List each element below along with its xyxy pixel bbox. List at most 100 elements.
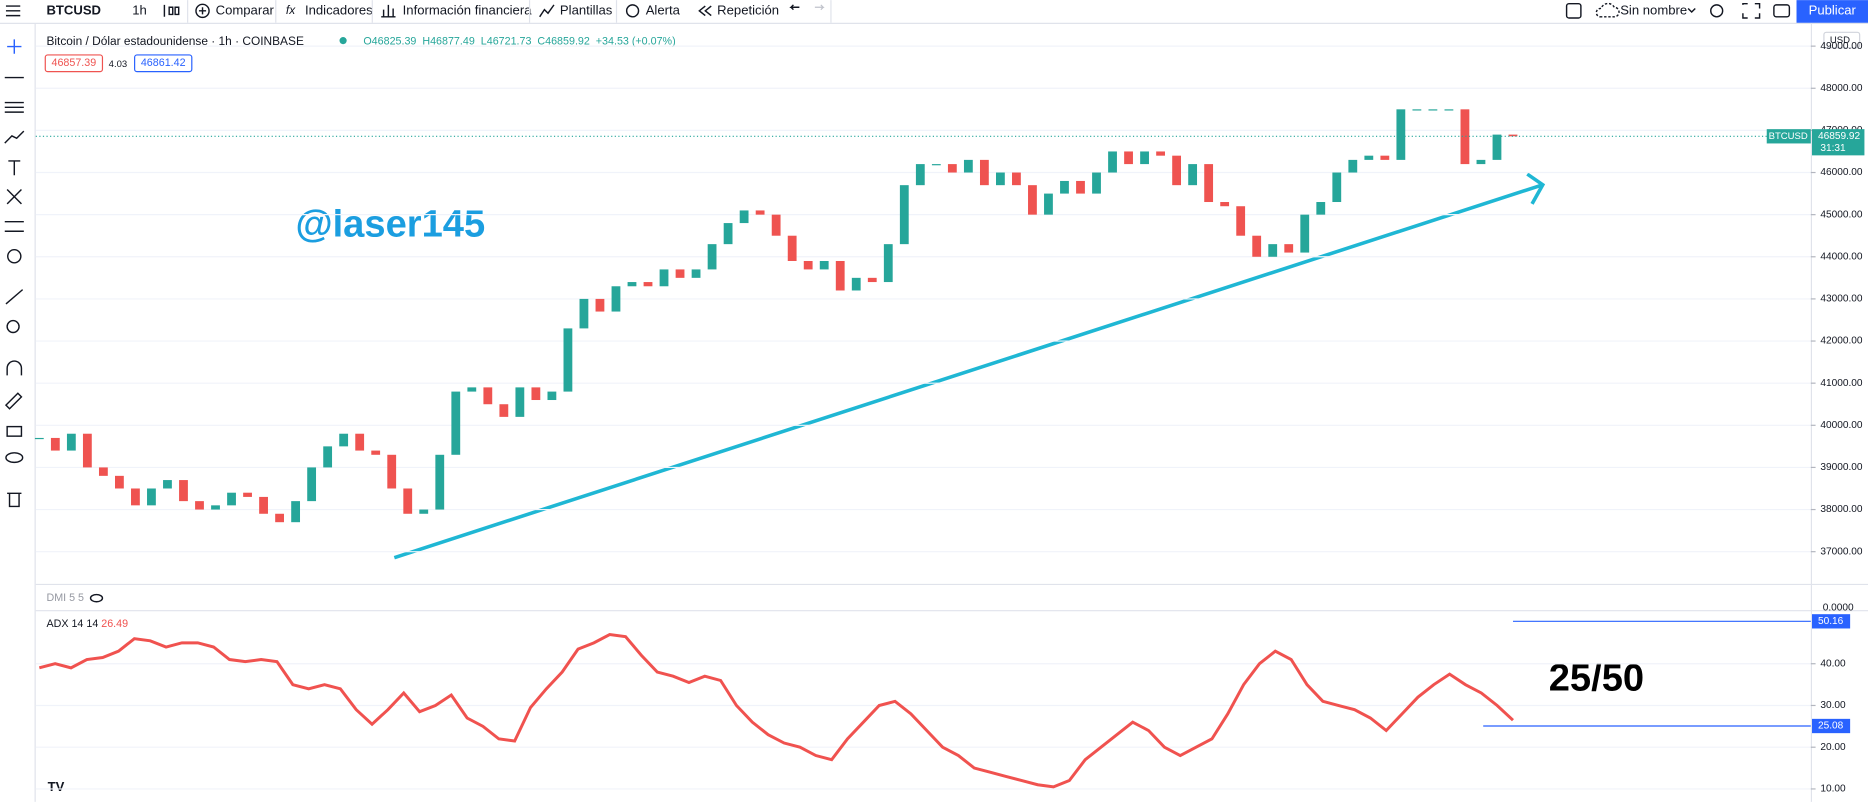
chart-type-icon[interactable] [163,4,180,17]
candle-body [1268,244,1278,257]
alert-icon[interactable] [625,4,640,18]
y-tick-label: 37000.00 [1820,546,1863,557]
compare-icon[interactable] [195,3,210,19]
lock-tool[interactable] [6,425,23,437]
delete-tool[interactable] [7,492,22,508]
settings-icon[interactable] [1710,4,1724,18]
publish-button[interactable]: Publicar [1809,2,1857,17]
indicators-button[interactable]: Indicadores [305,2,373,17]
candle-body [1428,109,1438,111]
logo-mark: TV [48,779,65,794]
candle-body [114,475,124,489]
icons-tool[interactable] [7,248,22,264]
ohlc-value: H46877.49 [422,36,474,48]
candle-body [50,437,60,451]
y-tick-label: 49000.00 [1820,41,1863,52]
candle-body [579,298,589,329]
candle-body [771,214,781,236]
menu-icon[interactable] [5,5,21,17]
compare-button[interactable]: Comparar [216,2,275,17]
candle-body [723,223,733,245]
level-tag: 25.08 [1818,721,1844,732]
countdown: 31:31 [1820,143,1846,154]
chart-title: Bitcoin / Dólar estadounidense · 1h · CO… [46,34,303,48]
candle-body [563,328,573,392]
candle-body [851,277,861,291]
layout-icon[interactable] [1565,2,1582,19]
draw-mode[interactable] [4,392,23,410]
indicators-icon[interactable]: fx [286,3,296,17]
y-tick-label: 44000.00 [1820,251,1863,262]
prediction-tool[interactable] [4,220,24,232]
candle-body [1252,235,1262,257]
alert-button[interactable]: Alerta [646,2,681,17]
fullscreen-icon[interactable] [1742,2,1761,19]
candle-body [259,496,268,514]
candle-body [451,391,461,455]
hide-tool[interactable] [5,452,24,464]
candle-body [611,286,621,312]
ask-box [134,54,193,73]
spread: 4.03 [109,59,128,70]
templates-icon[interactable] [539,4,555,18]
candle-body [659,269,669,287]
ruler-tool[interactable] [5,289,24,305]
financial-icon[interactable] [381,4,396,18]
dropdown[interactable] [1687,7,1696,14]
undo[interactable] [789,4,800,11]
candle-body [1204,164,1214,203]
replay-button[interactable]: Repetición [717,2,779,17]
replay-icon[interactable] [698,5,712,17]
adx-line [38,632,1514,789]
layout-name[interactable]: Sin nombre [1620,2,1687,17]
annotation: 25/50 [1549,656,1644,699]
templates-button[interactable]: Plantillas [560,2,613,17]
magnet-tool[interactable] [6,360,23,376]
candle-body [1188,164,1198,186]
redo[interactable] [814,4,825,11]
dmi-axis-label: 0.0000 [1823,602,1854,613]
candle-body [899,185,909,245]
candle-body [1076,180,1085,194]
candle-body [211,505,220,510]
candle-body [179,480,188,502]
candle-body [739,210,749,224]
cloud-icon[interactable] [1595,2,1620,18]
price-tag-bg [1812,129,1865,156]
candle-body [227,492,236,506]
snapshot-icon[interactable] [1773,4,1791,18]
candle-body [931,164,941,166]
text-tool[interactable] [8,160,21,176]
candle-body [66,433,76,451]
candle-body [515,387,525,417]
ohlc-value: C46859.92 [537,36,589,48]
publish-bg[interactable] [1796,0,1868,23]
candle-body [595,298,605,312]
candle-body [1476,159,1486,165]
candle-body [499,404,509,417]
hide-indicator[interactable] [89,593,104,603]
left-toolbar [4,39,25,508]
interval[interactable]: 1h [132,2,147,17]
brush-tool[interactable] [4,130,25,144]
currency[interactable]: USD [1830,35,1850,46]
candle-body [1028,185,1037,215]
y-tick-label: 43000.00 [1820,294,1863,305]
candle-body [1092,172,1101,194]
zoom-tool[interactable] [6,319,20,334]
crosshair-tool[interactable] [7,39,22,54]
candle-body [547,391,557,401]
symbol[interactable]: BTCUSD [46,2,101,17]
fib-tool[interactable] [4,101,24,113]
candle-body [1300,214,1310,253]
candle-body [707,244,717,270]
level-tag-bg [1812,614,1851,629]
currency-box[interactable] [1823,31,1861,49]
market-status [339,37,347,45]
candle-body [339,433,349,447]
financial-button[interactable]: Información financiera [403,2,533,17]
candle-body [755,210,765,215]
pattern-tool[interactable] [6,189,22,205]
candle-body [147,488,156,506]
